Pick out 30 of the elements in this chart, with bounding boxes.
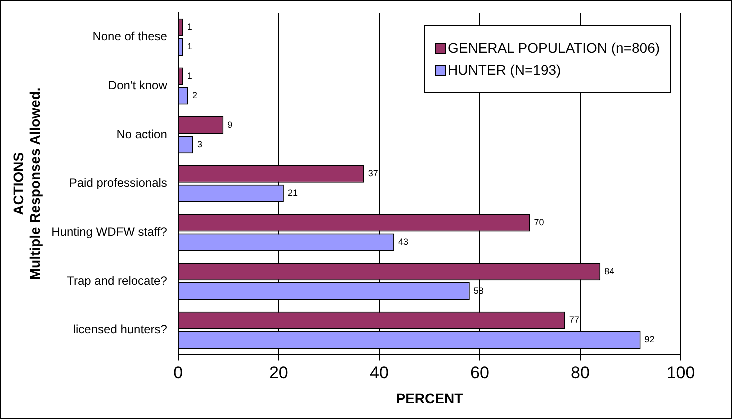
data-label: 84	[604, 266, 615, 276]
data-label: 1	[187, 42, 192, 52]
y-tick-label: No action	[116, 127, 168, 142]
x-tick-label: 100	[666, 364, 696, 383]
data-label: 77	[569, 315, 580, 326]
x-tick-label: 20	[269, 364, 288, 383]
y-axis-title: ACTIONS Multiple Responses Allowed.	[10, 88, 44, 280]
y-tick-label: Paid professionals	[69, 176, 168, 190]
data-label: 3	[197, 139, 203, 150]
legend-label: GENERAL POPULATION (n=806)	[448, 40, 660, 56]
y-tick-label: None of these	[92, 30, 168, 44]
data-label: 70	[534, 217, 544, 228]
data-label: 92	[644, 334, 655, 345]
data-label: 37	[368, 168, 378, 179]
y-tick-label: Trap and relocate?	[67, 274, 168, 288]
data-label: 21	[288, 188, 298, 198]
data-label: 1	[187, 22, 192, 32]
data-label: 9	[228, 120, 233, 130]
x-tick-label: 60	[470, 364, 490, 383]
data-label: 2	[192, 90, 198, 100]
y-tick-label: licensed hunters?	[73, 322, 168, 337]
x-tick-label: 80	[571, 364, 590, 383]
x-tick-label: 40	[370, 364, 389, 383]
y-tick-label: Don't know	[108, 78, 168, 93]
x-axis-title: PERCENT	[396, 390, 464, 406]
legend-label: HUNTER (N=193)	[448, 62, 562, 78]
y-tick-label: Hunting WDFW staff?	[52, 225, 168, 240]
x-tick-label: 0	[174, 364, 184, 383]
data-label: 43	[398, 236, 409, 247]
data-label: 1	[187, 70, 192, 81]
